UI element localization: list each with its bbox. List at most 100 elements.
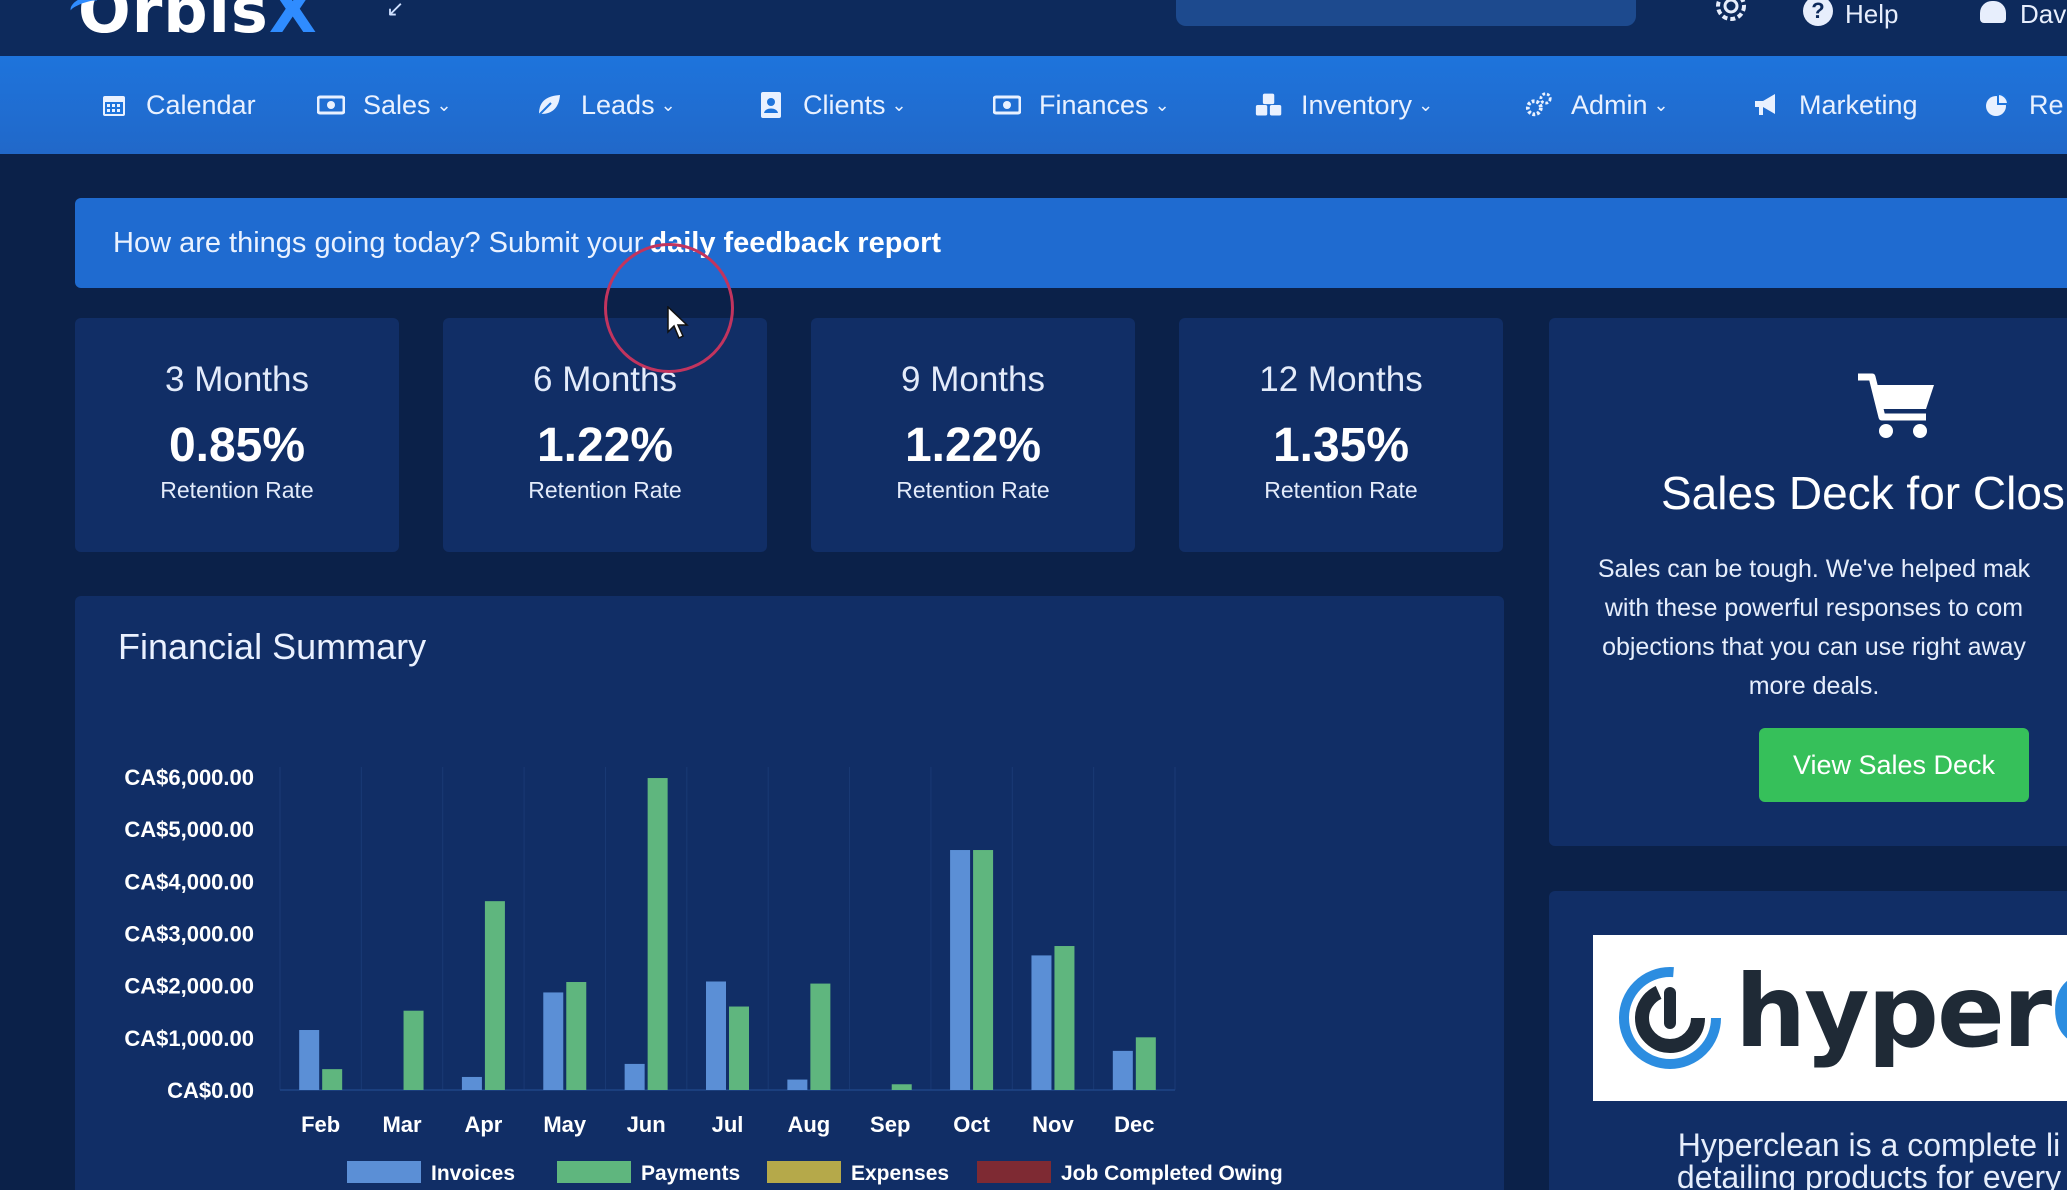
nav-label: Calendar bbox=[146, 89, 256, 120]
nav-item-sales[interactable]: Sales ⌄ bbox=[317, 56, 452, 154]
cogs-icon bbox=[1525, 91, 1553, 119]
x-tick-label: Nov bbox=[1032, 1112, 1074, 1137]
bar-payments bbox=[973, 850, 994, 1090]
banner-text: How are things going today? Submit your bbox=[113, 226, 644, 259]
sales-deck-description: Sales can be tough. We've helped mak wit… bbox=[1589, 550, 2039, 706]
top-search-bar[interactable] bbox=[1176, 0, 1636, 26]
sales-deck-panel: Sales Deck for Clos Sales can be tough. … bbox=[1549, 318, 2067, 846]
bar-payments bbox=[566, 982, 587, 1090]
bar-invoices bbox=[1031, 955, 1052, 1090]
legend-label: Job Completed Owing bbox=[1061, 1162, 1283, 1185]
description-line: Hyperclean is a complete li bbox=[1677, 1127, 2061, 1163]
bar-payments bbox=[729, 1006, 749, 1090]
card-rate: 0.85% bbox=[168, 419, 306, 472]
description-line: more deals. bbox=[1748, 672, 1880, 700]
financial-summary-title: Financial Summary bbox=[118, 626, 427, 667]
calendar-icon bbox=[100, 91, 128, 119]
chevron-down-icon: ⌄ bbox=[660, 94, 676, 115]
y-tick-label: CA$1,000.00 bbox=[124, 1026, 254, 1051]
hyperclean-logo[interactable]: hyperCLE bbox=[1593, 935, 2067, 1101]
retention-card-12-months: 12 Months 1.35% Retention Rate bbox=[1179, 318, 1503, 552]
view-sales-deck-button[interactable]: View Sales Deck bbox=[1759, 728, 2029, 802]
description-line: with these powerful responses to com bbox=[1604, 594, 2024, 622]
megaphone-icon bbox=[1753, 91, 1781, 119]
nav-item-inventory[interactable]: Inventory ⌄ bbox=[1255, 56, 1433, 154]
user-menu[interactable]: Dav bbox=[1980, 0, 2066, 28]
description-line: Sales can be tough. We've helped mak bbox=[1597, 555, 2031, 583]
user-icon bbox=[1980, 1, 2006, 23]
bar-payments bbox=[484, 901, 505, 1090]
description-line: detailing products for every bbox=[1676, 1159, 2062, 1190]
hyperclean-logo-dark: hyper bbox=[1735, 953, 2052, 1070]
nav-label: Re bbox=[2029, 89, 2064, 120]
collapse-arrows-icon[interactable]: ↙ bbox=[386, 0, 405, 21]
nav-item-leads[interactable]: Leads ⌄ bbox=[535, 56, 676, 154]
legend-swatch bbox=[977, 1161, 1051, 1183]
nav-item-clients[interactable]: Clients ⌄ bbox=[757, 56, 907, 154]
bar-invoices bbox=[706, 981, 726, 1090]
bar-payments bbox=[810, 983, 831, 1090]
x-tick-label: Jul bbox=[712, 1112, 744, 1137]
x-tick-label: May bbox=[543, 1112, 587, 1137]
card-period: 9 Months bbox=[901, 360, 1045, 399]
retention-card-6-months: 6 Months 1.22% Retention Rate bbox=[443, 318, 767, 552]
main-nav: Calendar Sales ⌄ Leads ⌄ Clients ⌄ Finan… bbox=[0, 56, 2067, 154]
card-period: 6 Months bbox=[533, 360, 677, 399]
mouse-cursor-icon bbox=[667, 305, 689, 345]
help-link[interactable]: ? Help bbox=[1803, 0, 1898, 28]
settings-gear-icon[interactable] bbox=[1713, 0, 1749, 28]
y-tick-label: CA$4,000.00 bbox=[124, 869, 254, 894]
bar-invoices bbox=[543, 992, 564, 1090]
bar-payments bbox=[1135, 1037, 1156, 1090]
nav-item-calendar[interactable]: Calendar bbox=[100, 56, 256, 154]
x-tick-label: Oct bbox=[953, 1112, 990, 1137]
card-label: Retention Rate bbox=[1264, 477, 1418, 503]
y-tick-label: CA$3,000.00 bbox=[124, 922, 254, 947]
bar-payments bbox=[891, 1084, 912, 1090]
bar-payments bbox=[647, 778, 668, 1090]
y-tick-label: CA$2,000.00 bbox=[124, 974, 254, 999]
nav-label: Inventory bbox=[1301, 89, 1413, 120]
nav-label: Marketing bbox=[1799, 89, 1918, 120]
help-circle-icon: ? bbox=[1803, 0, 1833, 26]
card-label: Retention Rate bbox=[896, 477, 1050, 503]
logo-text-accent: X bbox=[268, 0, 318, 47]
financial-summary-chart: CA$0.00 CA$1,000.00 CA$2,000.00 CA$3,000.00… bbox=[124, 765, 1283, 1185]
sales-deck-title: Sales Deck for Clos bbox=[1661, 467, 2065, 519]
x-tick-label: Feb bbox=[301, 1112, 340, 1137]
hyperclean-logo-blue: CLE bbox=[2050, 953, 2067, 1070]
bar-invoices bbox=[299, 1030, 320, 1090]
money-icon bbox=[317, 91, 345, 119]
nav-label: Finances bbox=[1039, 89, 1149, 120]
chevron-down-icon: ⌄ bbox=[891, 94, 907, 115]
retention-card-3-months: 3 Months 0.85% Retention Rate bbox=[75, 318, 399, 552]
app-logo[interactable]: OrbisX bbox=[68, 0, 318, 47]
card-rate: 1.22% bbox=[904, 419, 1042, 472]
feedback-banner: How are things going today? Submit your … bbox=[75, 198, 2067, 288]
nav-item-reports[interactable]: Re bbox=[1983, 56, 2064, 154]
x-tick-label: Sep bbox=[870, 1112, 910, 1137]
bar-payments bbox=[403, 1010, 424, 1090]
cursor-highlight-ring bbox=[604, 243, 734, 373]
y-tick-label: CA$6,000.00 bbox=[124, 765, 254, 790]
logo-text-main: Orbis bbox=[78, 0, 269, 47]
legend-swatch bbox=[557, 1161, 631, 1183]
user-name: Dav bbox=[2020, 0, 2067, 29]
bar-invoices bbox=[624, 1063, 645, 1090]
bar-payments bbox=[1054, 946, 1075, 1090]
card-rate: 1.35% bbox=[1272, 419, 1410, 472]
nav-label: Admin bbox=[1571, 89, 1648, 120]
y-tick-label: CA$0.00 bbox=[167, 1078, 254, 1103]
bar-invoices bbox=[950, 850, 971, 1090]
x-tick-label: Jun bbox=[627, 1112, 666, 1137]
nav-item-finances[interactable]: Finances ⌄ bbox=[993, 56, 1170, 154]
chevron-down-icon: ⌄ bbox=[1154, 94, 1170, 115]
y-tick-label: CA$5,000.00 bbox=[124, 817, 254, 842]
nav-item-admin[interactable]: Admin ⌄ bbox=[1525, 56, 1669, 154]
money-icon bbox=[993, 91, 1021, 119]
nav-label: Clients bbox=[803, 89, 886, 120]
chevron-down-icon: ⌄ bbox=[1418, 94, 1434, 115]
hyperclean-swirl-icon bbox=[1619, 967, 1721, 1069]
bar-invoices bbox=[1112, 1050, 1133, 1090]
nav-item-marketing[interactable]: Marketing bbox=[1753, 56, 1918, 154]
